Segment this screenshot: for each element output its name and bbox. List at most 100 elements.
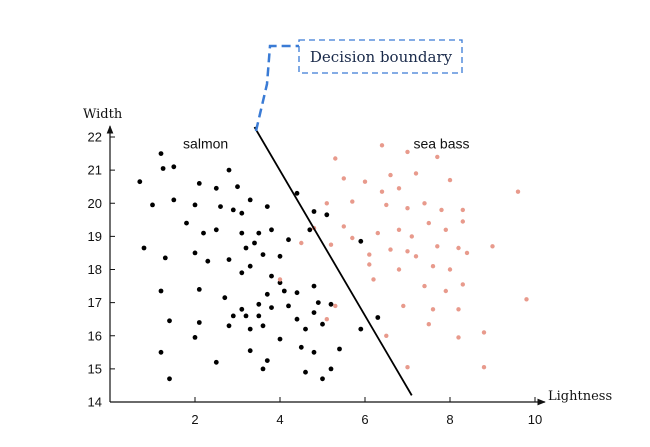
salmon-point	[239, 270, 245, 276]
sea-bass-point	[405, 206, 410, 211]
salmon-point	[239, 306, 245, 312]
region-label-sea-bass: sea bass	[413, 136, 469, 152]
x-tick-label: 4	[276, 412, 283, 427]
sea-bass-point	[367, 252, 372, 257]
sea-bass-point	[464, 250, 470, 256]
salmon-point	[167, 376, 172, 382]
salmon-point	[286, 237, 291, 243]
salmon-point	[226, 257, 232, 262]
salmon-point	[222, 295, 228, 301]
x-tick-label: 2	[191, 412, 198, 427]
salmon-point	[184, 220, 189, 226]
salmon-point	[260, 366, 266, 372]
sea-bass-point	[460, 282, 465, 287]
salmon-point	[243, 245, 249, 251]
salmon-point	[264, 291, 270, 297]
sea-bass-point	[430, 264, 436, 269]
sea-bass-point	[443, 227, 448, 232]
sea-bass-point	[422, 201, 427, 206]
salmon-point	[328, 301, 334, 307]
sea-bass-point	[333, 303, 338, 309]
sea-bass-point	[439, 207, 444, 213]
sea-bass-point	[350, 235, 355, 241]
salmon-point	[358, 326, 364, 332]
salmon-point	[192, 250, 198, 256]
salmon-point	[315, 300, 321, 305]
y-tick-label: 17	[88, 295, 102, 310]
salmon-point	[247, 197, 253, 203]
salmon-point	[158, 349, 164, 355]
salmon-point	[247, 263, 253, 269]
sea-bass-point	[375, 230, 380, 236]
sea-bass-point	[371, 277, 376, 282]
sea-bass-point	[409, 234, 414, 239]
callout-box	[298, 39, 463, 74]
sea-bass-point	[401, 303, 406, 309]
salmon-point	[311, 209, 317, 214]
y-tick-label: 21	[88, 163, 102, 178]
sea-bass-point	[426, 220, 431, 226]
salmon-point	[160, 166, 166, 171]
salmon-point	[264, 358, 270, 363]
salmon-point	[141, 245, 147, 251]
ticks: 2 4 6 8 10 14 15 16 17 18 19 20 21 22	[88, 130, 543, 428]
salmon-point	[196, 320, 202, 325]
sea-bass-point	[460, 207, 465, 213]
salmon-point	[311, 349, 317, 355]
salmon-point	[256, 230, 262, 236]
salmon-point	[243, 313, 249, 319]
x-axis-label: Lightness	[548, 389, 612, 404]
sea-bass-point	[456, 245, 461, 251]
salmon-point	[162, 255, 168, 261]
sea-bass-point	[367, 262, 372, 267]
salmon-point	[239, 230, 245, 236]
y-tick-label: 15	[88, 361, 102, 376]
y-tick-label: 14	[88, 395, 102, 410]
sea-bass-point	[388, 172, 393, 178]
sea-bass-point	[443, 288, 448, 294]
decision-boundary-line	[253, 126, 413, 396]
sea-bass-point	[422, 283, 427, 289]
salmon-point	[167, 318, 172, 324]
sea-bass-point	[405, 149, 410, 155]
salmon-point	[294, 190, 300, 196]
sea-bass-point	[362, 179, 368, 184]
salmon-point	[281, 288, 287, 294]
sea-bass-point	[515, 189, 521, 194]
sea-bass-point	[447, 177, 453, 183]
salmon-point	[286, 303, 291, 309]
salmon-point	[226, 323, 232, 329]
salmon-point	[277, 280, 283, 286]
salmon-point	[320, 376, 325, 382]
salmon-point	[213, 227, 219, 233]
x-tick-label: 6	[361, 412, 368, 427]
decision-boundary-callout: Decision boundary	[254, 39, 463, 132]
sea-bass-point	[426, 322, 431, 327]
x-tick-label: 10	[528, 412, 542, 427]
sea-bass-point	[460, 219, 465, 224]
salmon-point	[196, 287, 202, 292]
y-tick-label: 22	[88, 130, 102, 145]
sea-bass-point	[324, 317, 329, 322]
salmon-point	[375, 315, 381, 320]
salmon-point	[192, 202, 198, 208]
sea-bass-point	[490, 244, 495, 249]
sea-bass-point	[341, 176, 346, 181]
sea-bass-point	[388, 247, 393, 252]
sea-bass-point	[384, 333, 389, 338]
salmon-point	[196, 181, 202, 186]
sea-bass-point	[350, 199, 355, 204]
salmon-point	[171, 164, 177, 170]
y-tick-label: 18	[88, 262, 102, 277]
sea-bass-point	[277, 277, 283, 282]
salmon-point	[260, 323, 266, 329]
sea-bass-point	[328, 242, 334, 247]
salmon-point	[247, 348, 253, 354]
sea-bass-point	[341, 224, 346, 229]
salmon-point	[311, 310, 317, 315]
sea-bass-point	[413, 254, 419, 259]
salmon-point	[311, 283, 317, 289]
salmon-point	[328, 366, 334, 372]
salmon-point	[294, 290, 300, 296]
